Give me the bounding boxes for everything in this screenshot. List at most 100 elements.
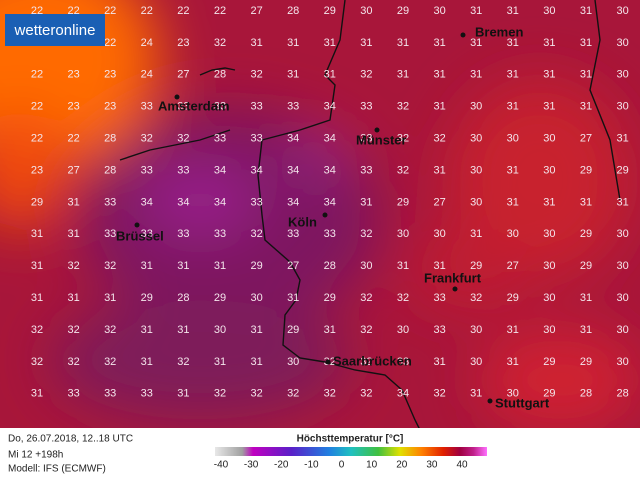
temperature-value: 30 <box>397 228 409 240</box>
temperature-value: 22 <box>177 5 189 17</box>
temperature-value: 23 <box>67 101 79 113</box>
temperature-value: 32 <box>250 69 262 81</box>
legend-tick-label: 40 <box>456 460 468 471</box>
temperature-value: 31 <box>470 69 482 81</box>
temperature-value: 34 <box>324 101 336 113</box>
temperature-value: 30 <box>616 228 628 240</box>
temperature-value: 29 <box>580 260 592 272</box>
temperature-value: 31 <box>433 356 445 368</box>
temperature-value: 28 <box>104 164 116 176</box>
temperature-value: 31 <box>470 228 482 240</box>
city-dot <box>460 32 466 38</box>
legend-tick-label: 10 <box>366 460 378 471</box>
temperature-value: 30 <box>543 292 555 304</box>
temperature-value: 31 <box>177 388 189 400</box>
city-label: Stuttgart <box>495 395 550 410</box>
temperature-value: 33 <box>360 133 372 145</box>
temperature-value: 31 <box>507 196 519 208</box>
temperature-value: 29 <box>31 196 43 208</box>
temperature-value: 32 <box>324 388 336 400</box>
temperature-value: 33 <box>141 228 153 240</box>
temperature-value: 31 <box>104 292 116 304</box>
temperature-value: 32 <box>360 292 372 304</box>
city-dot <box>134 222 140 228</box>
temperature-value: 32 <box>104 260 116 272</box>
temperature-value: 32 <box>104 324 116 336</box>
temperature-value: 31 <box>507 69 519 81</box>
temperature-value: 29 <box>616 164 628 176</box>
temperature-value: 33 <box>104 228 116 240</box>
temperature-value: 29 <box>507 292 519 304</box>
temperature-value: 27 <box>580 133 592 145</box>
city-label: Saarbrücken <box>333 353 412 368</box>
temperature-value: 32 <box>360 356 372 368</box>
city-label: Brüssel <box>116 228 164 243</box>
temperature-value: 33 <box>324 228 336 240</box>
temperature-value: 27 <box>433 196 445 208</box>
temperature-value: 31 <box>543 101 555 113</box>
temperature-value: 31 <box>543 37 555 49</box>
temperature-value: 31 <box>177 324 189 336</box>
temperature-value: 31 <box>67 228 79 240</box>
temperature-value: 22 <box>67 133 79 145</box>
city-label: Amsterdam <box>158 98 230 113</box>
temperature-value: 31 <box>141 356 153 368</box>
temperature-value: 32 <box>360 388 372 400</box>
cities: Bremen Amsterdam Münster Köln Brüssel Frankfu… <box>116 24 550 410</box>
temperature-value: 34 <box>177 196 189 208</box>
temperature-value: 29 <box>580 228 592 240</box>
temperature-value: 33 <box>141 388 153 400</box>
temperature-value: 31 <box>470 388 482 400</box>
temperature-value: 23 <box>177 37 189 49</box>
color-bar <box>215 447 487 456</box>
temperature-value: 30 <box>543 5 555 17</box>
borders <box>119 0 621 431</box>
temperature-value: 32 <box>31 356 43 368</box>
temperature-value: 31 <box>287 37 299 49</box>
city-dot <box>452 286 458 292</box>
temperature-value: 33 <box>287 228 299 240</box>
temperature-value: 31 <box>433 101 445 113</box>
temperature-value: 31 <box>580 292 592 304</box>
temperature-value: 24 <box>141 69 153 81</box>
temperature-value: 30 <box>360 5 372 17</box>
city-dot <box>325 359 331 365</box>
temperature-value: 30 <box>616 324 628 336</box>
temperature-value: 33 <box>250 196 262 208</box>
temperature-value: 30 <box>616 356 628 368</box>
temperature-value: 31 <box>141 260 153 272</box>
temperature-value: 32 <box>214 37 226 49</box>
city-label: Köln <box>288 214 317 229</box>
temperature-value: 34 <box>214 164 226 176</box>
temperature-value: 28 <box>616 388 628 400</box>
temperature-value: 29 <box>324 292 336 304</box>
temperature-value: 23 <box>31 164 43 176</box>
temperature-value: 30 <box>616 5 628 17</box>
temperature-value: 31 <box>470 37 482 49</box>
forecast-run: Mi 12 +198h <box>8 450 63 461</box>
logo: wetteronline <box>5 14 105 46</box>
temperature-value: 31 <box>507 324 519 336</box>
temperature-value: 31 <box>580 69 592 81</box>
temperature-value: 32 <box>360 324 372 336</box>
temperature-value: 31 <box>580 324 592 336</box>
temperature-value: 24 <box>141 37 153 49</box>
temperature-value: 33 <box>177 101 189 113</box>
temperature-value: 32 <box>397 292 409 304</box>
temperature-value: 31 <box>250 356 262 368</box>
legend-tick-label: -40 <box>214 460 229 471</box>
temperature-value: 34 <box>214 196 226 208</box>
temperature-value: 23 <box>67 69 79 81</box>
temperature-value: 34 <box>324 133 336 145</box>
temperature-value: 30 <box>616 260 628 272</box>
temperature-value: 31 <box>324 324 336 336</box>
temperature-value: 30 <box>360 260 372 272</box>
temperature-value: 32 <box>177 356 189 368</box>
temperature-value: 27 <box>507 260 519 272</box>
temperature-value: 33 <box>250 133 262 145</box>
footer: Do, 26.07.2018, 12..18 UTC Mi 12 +198h M… <box>0 428 640 478</box>
temperature-value: 29 <box>141 292 153 304</box>
temperature-value: 33 <box>177 228 189 240</box>
